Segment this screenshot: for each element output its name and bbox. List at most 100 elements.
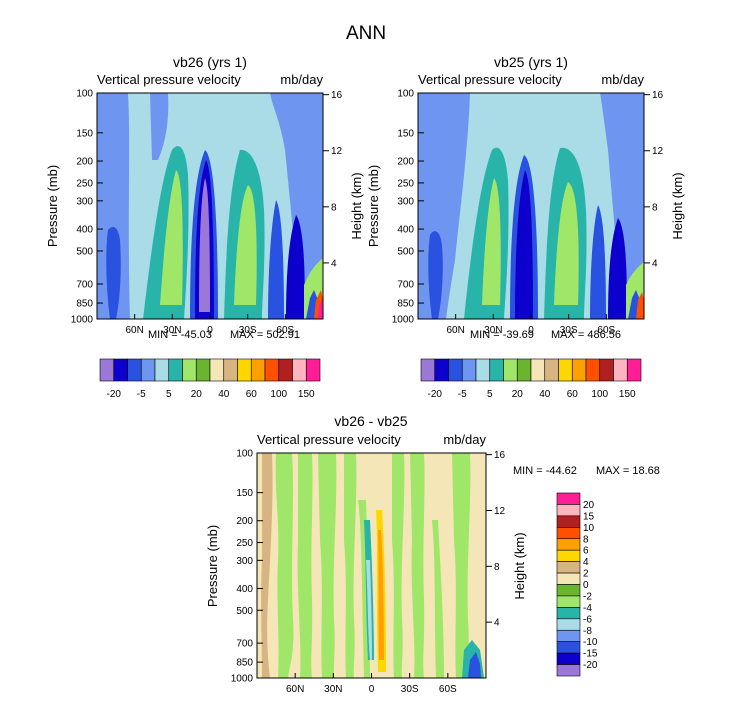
vb25-fill-eq-strong [515, 170, 533, 319]
vb26-fill-40n-ascent [106, 227, 121, 319]
vb25-colorbar-label: 60 [567, 389, 579, 400]
vb25-ytick-label: 700 [397, 279, 414, 290]
vb25-xtick-label: 30S [560, 325, 578, 336]
diff-colorbar-swatch [556, 584, 581, 597]
diff-colorbar-swatch [556, 561, 581, 574]
vb26-colorbar-swatch [113, 358, 128, 382]
vb26-colorbar-swatch [99, 358, 115, 382]
vb26-colorbar-label: -5 [137, 389, 146, 400]
vb25-colorbar-swatch [530, 358, 546, 382]
diff-xtick-label: 30S [401, 684, 419, 695]
diff-fill-band-8 [432, 520, 444, 678]
diff-colorbar-swatch [556, 641, 581, 654]
vb26-fill-eq-core [199, 178, 210, 312]
diff-colorbar-swatch [556, 492, 581, 505]
vb26-contours [97, 93, 323, 319]
vb25-colorbar-label: 20 [512, 389, 524, 400]
vb25-fill-45s-ascent [590, 205, 606, 319]
diff-fill-band-4 [344, 453, 357, 678]
diff-fill-band-9 [452, 453, 471, 678]
diff-ytick-label: 100 [236, 449, 253, 460]
vb25-y2-axis: 16 12 8 4 [644, 90, 664, 269]
vb25-colorbar-swatch [544, 358, 559, 382]
vb26-y2tick-label: 8 [331, 202, 337, 213]
diff-colorbar-label: 10 [583, 523, 595, 534]
vb25-ytick-label: 400 [397, 225, 414, 236]
vb25-y2tick-label: 4 [652, 258, 658, 269]
vb26-ytick-label: 500 [76, 246, 93, 257]
vb26-colorbar-label: 100 [270, 389, 287, 400]
diff-colorbar-label: -6 [583, 614, 592, 625]
diff-colorbar-label: -4 [583, 603, 592, 614]
vb26-title: vb26 (yrs 1) [173, 54, 247, 70]
vb25-ytick-label: 250 [397, 178, 414, 189]
vb26-fill-20s-green [234, 185, 257, 305]
vb25-colorbar-swatch [475, 358, 491, 382]
vb25-fill-20s-green [554, 182, 579, 305]
diff-max: MAX = 18.68 [596, 465, 660, 477]
vb25-y2label: Height (km) [670, 172, 685, 239]
vb25-ylabel: Pressure (mb) [366, 165, 381, 247]
diff-colorbar-swatch [556, 595, 581, 608]
diff-y-axis: 100 150 200 250 300 400 500 700 850 1000 [231, 449, 263, 685]
diff-colorbar-swatch [556, 572, 581, 585]
vb25-fill-sh-polar [600, 93, 644, 319]
diff-right-label: mb/day [443, 432, 486, 447]
panel-vb25: vb25 (yrs 1) Vertical pressure velocity … [366, 54, 685, 400]
vb26-ytick-label: 700 [76, 279, 93, 290]
vb26-colorbar-swatch [154, 358, 170, 382]
vb25-ytick-label: 300 [397, 196, 414, 207]
diff-colorbar-swatch [556, 515, 581, 528]
diff-colorbar-label: 4 [583, 557, 589, 568]
vb26-colorbar-swatch [127, 358, 142, 382]
diff-colorbar-swatch [556, 527, 581, 540]
diff-fill-band-6 [392, 453, 405, 678]
vb25-colorbar-swatch [434, 358, 449, 382]
vb25-x-axis: 60N 30N 0 30S 60S [446, 314, 616, 336]
vb25-colorbar-swatch [599, 358, 614, 382]
vb26-fill-surface-max [318, 300, 323, 319]
vb25-title: vb25 (yrs 1) [494, 54, 568, 70]
diff-ylabel: Pressure (mb) [205, 525, 220, 607]
vb26-fill-20n-green [160, 170, 183, 305]
vb25-colorbar-label: 40 [539, 389, 551, 400]
vb25-colorbar-swatch [626, 358, 642, 382]
vb26-ylabel: Pressure (mb) [45, 165, 60, 247]
vb25-colorbar-swatch [585, 358, 601, 382]
diff-colorbar-swatch [556, 652, 581, 665]
diff-colorbar-swatch [556, 549, 581, 562]
diff-colorbar-label: 6 [583, 546, 589, 557]
diff-ytick-label: 850 [236, 658, 253, 669]
vb25-ytick-label: 150 [397, 128, 414, 139]
vb26-left-label: Vertical pressure velocity [97, 72, 241, 87]
vb26-fill-60s-strong [286, 215, 305, 319]
vb26-colorbar-swatch [140, 358, 156, 382]
vb25-colorbar-swatch [448, 358, 463, 382]
diff-x-axis: 60N 30N 0 30S 60S [286, 673, 457, 695]
diff-colorbar-label: -10 [583, 637, 598, 648]
vb25-xtick-label: 0 [528, 325, 534, 336]
vb26-y2label: Height (km) [349, 172, 364, 239]
vb26-colorbar-label: 5 [166, 389, 172, 400]
vb26-colorbar-swatch [195, 358, 211, 382]
vb25-colorbar-label: 5 [487, 389, 493, 400]
vb26-colorbar-label: 60 [246, 389, 258, 400]
vb25-y-axis: 100 150 200 250 300 400 500 700 850 1000 [392, 89, 424, 326]
diff-fill-eq-negative-core [366, 560, 372, 660]
vb26-xtick-label: 60N [125, 325, 143, 336]
diff-colorbar-label: 2 [583, 569, 589, 580]
vb26-y2tick-label: 16 [331, 90, 343, 101]
diff-colorbar-swatch [556, 618, 581, 631]
vb25-colorbar-swatch [489, 358, 504, 382]
vb26-ytick-label: 400 [76, 225, 93, 236]
diff-y2tick-label: 12 [494, 506, 506, 517]
diff-y2tick-label: 4 [494, 618, 500, 629]
diff-left-label: Vertical pressure velocity [257, 432, 401, 447]
vb26-max: MAX = 502.91 [230, 329, 300, 341]
vb26-ytick-label: 850 [76, 299, 93, 310]
diff-y2tick-label: 16 [494, 450, 506, 461]
vb26-colorbar-label: 20 [191, 389, 203, 400]
vb25-xtick-label: 60S [597, 325, 615, 336]
diff-colorbar-swatch [556, 629, 581, 642]
diff-xtick-label: 60N [286, 684, 304, 695]
